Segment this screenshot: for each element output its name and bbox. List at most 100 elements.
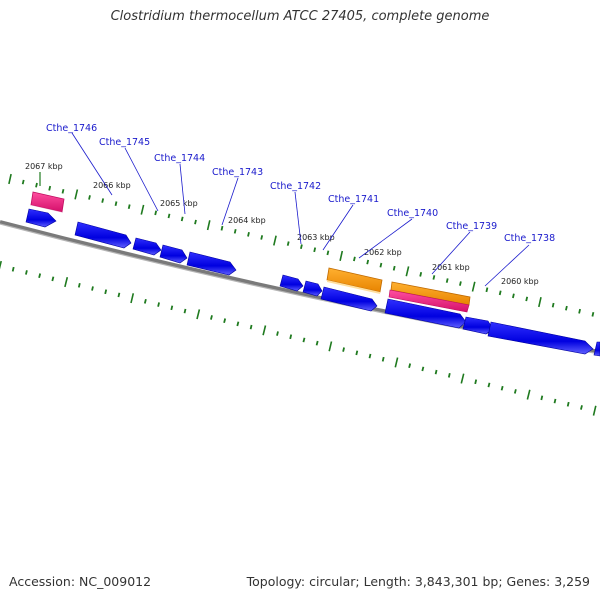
gene-arrow-cthe1741[interactable] bbox=[320, 286, 378, 312]
inner-track-tick bbox=[183, 308, 187, 314]
outer-track-tick bbox=[35, 182, 38, 188]
inner-track-tick bbox=[276, 331, 279, 336]
inner-track-tick bbox=[500, 385, 504, 391]
outer-track-tick bbox=[88, 195, 91, 200]
outer-track-tick bbox=[180, 216, 184, 222]
outer-track-tick bbox=[366, 259, 370, 265]
outer-track-tick bbox=[551, 302, 555, 308]
outer-track-tick bbox=[286, 241, 290, 246]
inner-track-tick bbox=[540, 395, 544, 401]
gene-label-cthe1743[interactable]: Cthe_1743 bbox=[212, 167, 263, 178]
kbp-label-2061: 2061 kbp bbox=[432, 263, 470, 272]
gene-arrow-cthe1745[interactable] bbox=[74, 221, 132, 249]
inner-track-tick bbox=[394, 357, 399, 368]
gene-label-cthe1745[interactable]: Cthe_1745 bbox=[99, 137, 150, 148]
kbp-label-2063: 2063 kbp bbox=[297, 233, 335, 242]
gene-arrow-cthe1742a[interactable] bbox=[279, 274, 304, 292]
inner-track-tick bbox=[130, 293, 135, 304]
inner-track-tick bbox=[580, 405, 583, 410]
gene-arrow-cthe1742b[interactable] bbox=[302, 280, 323, 297]
gene-label-cthe1744[interactable]: Cthe_1744 bbox=[154, 153, 205, 164]
gene-labels: Cthe_1746 Cthe_1745 Cthe_1744 Cthe_1743 … bbox=[46, 123, 555, 287]
outer-track-tick bbox=[405, 266, 410, 277]
inner-track-tick bbox=[0, 260, 2, 270]
accession-text: Accession: NC_009012 bbox=[9, 574, 152, 589]
gene-label-cthe1739[interactable]: Cthe_1739 bbox=[446, 221, 497, 232]
inner-track-tick bbox=[223, 318, 227, 324]
gene-arrow-cthe1738[interactable] bbox=[487, 321, 594, 355]
inner-track-tick bbox=[526, 389, 531, 400]
inner-track-tick bbox=[143, 298, 147, 304]
gene-label-cthe1740[interactable]: Cthe_1740 bbox=[387, 208, 438, 219]
outer-track-tick bbox=[485, 287, 489, 293]
outer-track-tick bbox=[127, 204, 131, 210]
outer-track-tick bbox=[392, 265, 396, 271]
outer-track-tick bbox=[353, 256, 356, 262]
gene-label-cthe1738[interactable]: Cthe_1738 bbox=[504, 233, 555, 244]
inner-track-tick bbox=[315, 340, 319, 346]
inner-track-tick bbox=[513, 389, 517, 394]
feature-pink-1740[interactable] bbox=[388, 289, 470, 313]
gene-label-cthe1741[interactable]: Cthe_1741 bbox=[328, 194, 379, 205]
feature-orange-1741[interactable] bbox=[326, 267, 383, 293]
inner-tick-track bbox=[0, 260, 597, 416]
map-title: Clostridium thermocellum ATCC 27405, com… bbox=[110, 9, 490, 24]
gene-arrow-cthe1746[interactable] bbox=[25, 208, 57, 228]
feature-orange-1741-edge bbox=[327, 280, 380, 294]
outer-track-tick bbox=[48, 185, 52, 191]
outer-track-tick bbox=[114, 201, 118, 207]
inner-track-tick bbox=[170, 305, 174, 311]
inner-track-tick bbox=[289, 334, 293, 340]
inner-track-tick bbox=[434, 369, 438, 375]
inner-track-tick bbox=[25, 270, 28, 275]
outer-track-tick bbox=[8, 173, 12, 185]
gene-label-cthe1742[interactable]: Cthe_1742 bbox=[270, 181, 321, 192]
outer-tick-track bbox=[8, 173, 595, 317]
inner-track-tick bbox=[592, 405, 597, 416]
outer-track-tick bbox=[233, 228, 237, 234]
outer-track-tick bbox=[471, 281, 476, 292]
outer-track-tick bbox=[565, 305, 568, 311]
inner-track-tick bbox=[342, 347, 345, 352]
inner-track-tick bbox=[487, 382, 491, 388]
outer-track-tick bbox=[459, 281, 462, 286]
inner-track-tick bbox=[11, 266, 15, 272]
outer-track-tick bbox=[61, 188, 65, 194]
kbp-label-2064: 2064 kbp bbox=[228, 216, 266, 225]
inner-track-tick bbox=[355, 350, 359, 356]
gene-arrow-edge[interactable] bbox=[593, 341, 600, 357]
inner-track-tick bbox=[51, 276, 55, 282]
kbp-label-2062: 2062 kbp bbox=[364, 248, 402, 257]
inner-track-tick bbox=[157, 302, 160, 307]
outer-track-tick bbox=[74, 189, 79, 200]
outer-track-tick bbox=[206, 220, 211, 231]
inner-track-tick bbox=[117, 292, 121, 298]
gene-arrow-cthe1743[interactable] bbox=[186, 251, 237, 276]
kbp-label-2066: 2066 kbp bbox=[93, 181, 131, 190]
kbp-label-2060: 2060 kbp bbox=[501, 277, 539, 286]
inner-track-tick bbox=[236, 321, 240, 327]
kbp-labels: 2067 kbp 2066 kbp 2065 kbp 2064 kbp 2063… bbox=[25, 162, 539, 286]
outer-track-tick bbox=[591, 311, 595, 317]
feature-pink-1746-shadow bbox=[30, 205, 62, 214]
gene-arrow-cthe1740[interactable] bbox=[384, 298, 467, 329]
outer-track-tick bbox=[578, 308, 581, 314]
inner-track-tick bbox=[368, 353, 372, 359]
gene-arrow-cthe1744b[interactable] bbox=[159, 244, 188, 264]
inner-track-tick bbox=[302, 337, 306, 343]
gene-label-cthe1746[interactable]: Cthe_1746 bbox=[46, 123, 97, 134]
outer-track-tick bbox=[419, 271, 423, 277]
outer-track-tick bbox=[273, 235, 277, 246]
gene-arrow-cthe1744a[interactable] bbox=[132, 237, 162, 256]
outer-track-tick bbox=[140, 204, 145, 215]
gene-arrow-cthe1739[interactable] bbox=[462, 316, 494, 335]
inner-track-tick bbox=[196, 309, 201, 320]
inner-track-tick bbox=[38, 273, 42, 279]
inner-track-tick bbox=[447, 372, 451, 378]
leader-line-cthe1738 bbox=[484, 244, 530, 287]
inner-track-tick bbox=[566, 401, 570, 407]
outer-track-tick bbox=[154, 210, 158, 216]
outer-track-tick bbox=[220, 225, 224, 231]
inner-track-tick bbox=[328, 341, 333, 352]
